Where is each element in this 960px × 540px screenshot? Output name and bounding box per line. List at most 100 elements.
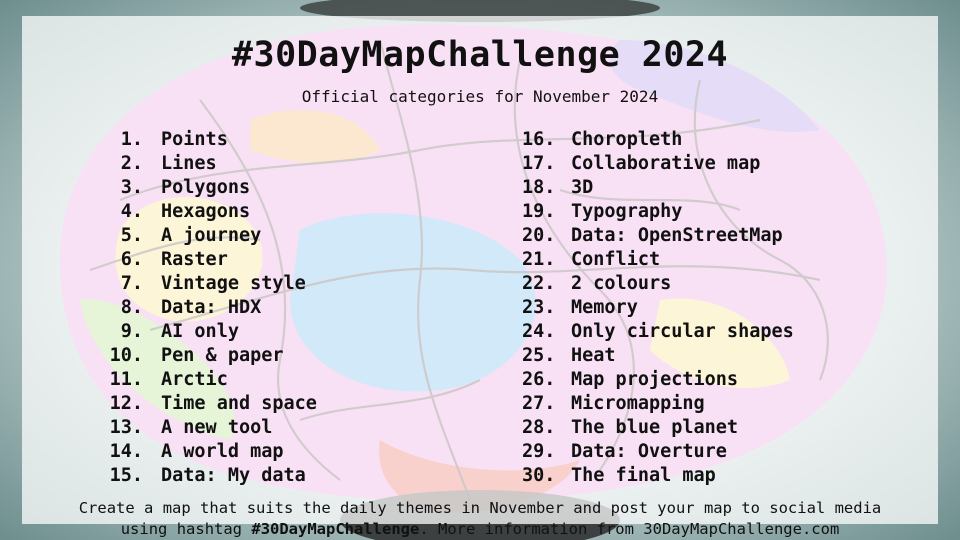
- category-label: 3D: [571, 177, 594, 198]
- category-label: The final map: [571, 465, 716, 486]
- category-item: 28. The blue planet: [522, 416, 794, 440]
- category-number: 7.: [120, 273, 143, 294]
- footer-hashtag: #30DayMapChallenge: [251, 520, 420, 538]
- category-item: 29. Data: Overture: [522, 440, 794, 464]
- category-label: AI only: [161, 321, 239, 342]
- category-number: 17.: [522, 153, 556, 174]
- category-item: 2. Lines: [100, 152, 317, 176]
- footer-line-2-suffix: . More information from 30DayMapChalleng…: [419, 520, 840, 538]
- category-item: 22. 2 colours: [522, 272, 794, 296]
- category-label: Time and space: [161, 393, 317, 414]
- category-item: 13. A new tool: [100, 416, 317, 440]
- category-label: Data: My data: [161, 465, 306, 486]
- category-number: 30.: [522, 465, 556, 486]
- category-label: Hexagons: [161, 201, 251, 222]
- category-number: 19.: [522, 201, 556, 222]
- category-item: 24. Only circular shapes: [522, 320, 794, 344]
- category-number: 20.: [522, 225, 556, 246]
- category-item: 6. Raster: [100, 248, 317, 272]
- category-item: 17. Collaborative map: [522, 152, 794, 176]
- category-number: 24.: [522, 321, 556, 342]
- category-number: 10.: [109, 345, 143, 366]
- category-number: 26.: [522, 369, 556, 390]
- category-item: 30. The final map: [522, 464, 794, 488]
- category-number: 28.: [522, 417, 556, 438]
- category-number: 18.: [522, 177, 556, 198]
- category-label: Conflict: [571, 249, 661, 270]
- category-item: 16. Choropleth: [522, 128, 794, 152]
- category-number: 14.: [109, 441, 143, 462]
- category-number: 16.: [522, 129, 556, 150]
- category-label: Heat: [571, 345, 616, 366]
- category-number: 1.: [120, 129, 143, 150]
- category-number: 21.: [522, 249, 556, 270]
- category-number: 9.: [120, 321, 143, 342]
- category-item: 19. Typography: [522, 200, 794, 224]
- category-item: 14. A world map: [100, 440, 317, 464]
- category-label: Map projections: [571, 369, 739, 390]
- category-item: 18. 3D: [522, 176, 794, 200]
- category-list-right: 16. Choropleth 17. Collaborative map 18. 3D 19…: [522, 128, 794, 488]
- category-label: Data: HDX: [161, 297, 262, 318]
- category-number: 13.: [109, 417, 143, 438]
- category-label: Pen & paper: [161, 345, 284, 366]
- category-label: Polygons: [161, 177, 251, 198]
- category-number: 12.: [109, 393, 143, 414]
- category-item: 7. Vintage style: [100, 272, 317, 296]
- category-label: The blue planet: [571, 417, 739, 438]
- category-item: 10. Pen & paper: [100, 344, 317, 368]
- category-label: Typography: [571, 201, 683, 222]
- category-label: Points: [161, 129, 228, 150]
- category-item: 21. Conflict: [522, 248, 794, 272]
- category-number: 22.: [522, 273, 556, 294]
- category-item: 4. Hexagons: [100, 200, 317, 224]
- category-number: 15.: [109, 465, 143, 486]
- footer-text: Create a map that suits the daily themes…: [22, 498, 938, 540]
- page-title: #30DayMapChallenge 2024: [231, 35, 729, 75]
- category-number: 8.: [120, 297, 143, 318]
- category-label: 2 colours: [571, 273, 672, 294]
- category-number: 2.: [120, 153, 143, 174]
- category-item: 25. Heat: [522, 344, 794, 368]
- category-item: 15. Data: My data: [100, 464, 317, 488]
- category-label: Collaborative map: [571, 153, 761, 174]
- category-number: 4.: [120, 201, 143, 222]
- category-number: 29.: [522, 441, 556, 462]
- footer-line-1: Create a map that suits the daily themes…: [78, 499, 882, 517]
- category-label: A journey: [161, 225, 262, 246]
- category-label: Data: OpenStreetMap: [571, 225, 783, 246]
- footer-line-2: using hashtag #30DayMapChallenge. More i…: [22, 519, 938, 540]
- category-item: 11. Arctic: [100, 368, 317, 392]
- category-list-left: 1. Points 2. Lines 3. Polygons 4. Hexagons 5. A j…: [100, 128, 317, 488]
- category-label: Lines: [161, 153, 217, 174]
- category-label: A new tool: [161, 417, 273, 438]
- category-label: Memory: [571, 297, 638, 318]
- category-item: 26. Map projections: [522, 368, 794, 392]
- category-label: Only circular shapes: [571, 321, 794, 342]
- category-label: Arctic: [161, 369, 228, 390]
- category-label: Micromapping: [571, 393, 705, 414]
- category-item: 12. Time and space: [100, 392, 317, 416]
- category-item: 9. AI only: [100, 320, 317, 344]
- footer-line-2-prefix: using hashtag: [120, 520, 252, 538]
- category-number: 3.: [120, 177, 143, 198]
- category-item: 8. Data: HDX: [100, 296, 317, 320]
- category-label: Choropleth: [571, 129, 683, 150]
- category-label: Raster: [161, 249, 228, 270]
- category-item: 20. Data: OpenStreetMap: [522, 224, 794, 248]
- category-number: 5.: [120, 225, 143, 246]
- category-label: A world map: [161, 441, 284, 462]
- category-label: Vintage style: [161, 273, 306, 294]
- category-item: 27. Micromapping: [522, 392, 794, 416]
- category-item: 3. Polygons: [100, 176, 317, 200]
- category-item: 1. Points: [100, 128, 317, 152]
- category-number: 25.: [522, 345, 556, 366]
- content-panel: #30DayMapChallenge 2024 Official categor…: [22, 16, 938, 538]
- category-number: 11.: [109, 369, 143, 390]
- category-item: 23. Memory: [522, 296, 794, 320]
- page-subtitle: Official categories for November 2024: [301, 87, 659, 106]
- category-label: Data: Overture: [571, 441, 727, 462]
- category-number: 6.: [120, 249, 143, 270]
- category-number: 23.: [522, 297, 556, 318]
- category-item: 5. A journey: [100, 224, 317, 248]
